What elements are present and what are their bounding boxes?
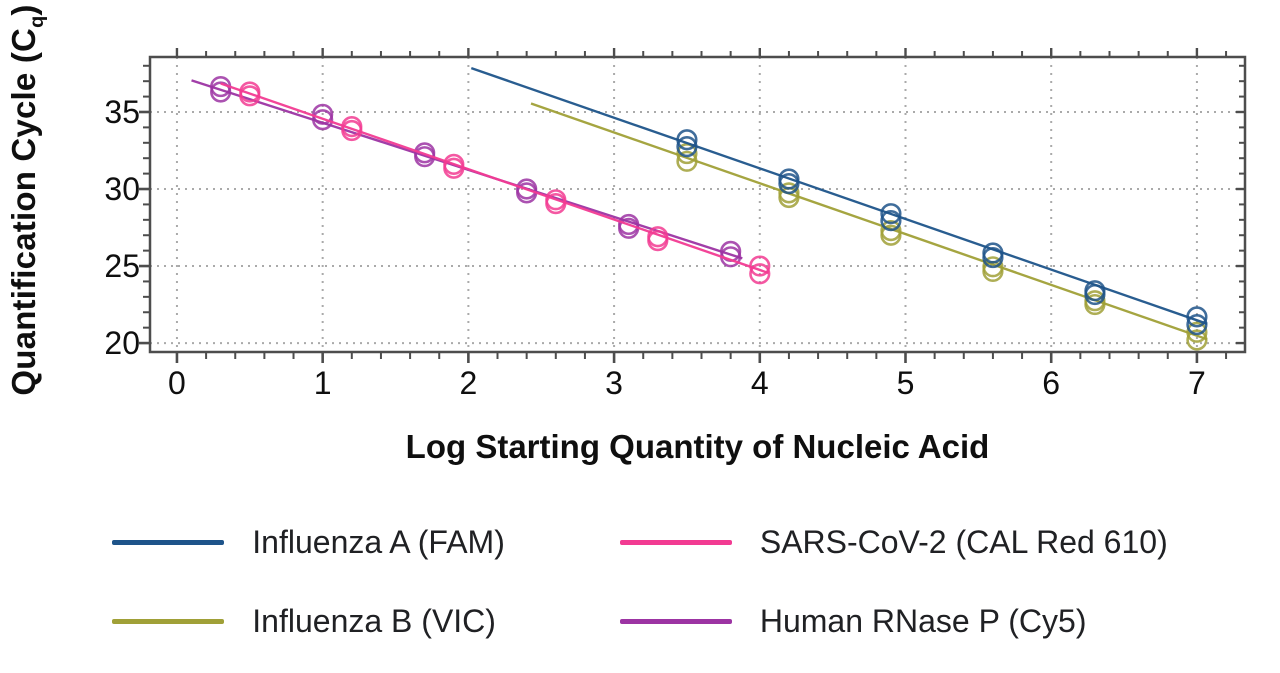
data-point[interactable] [341,119,363,142]
data-point[interactable] [749,255,771,277]
legend-swatch [619,540,732,545]
legend-item[interactable]: Influenza B (VIC) [112,603,505,640]
plot-frame [148,55,1247,354]
data-point[interactable] [778,173,800,195]
y-axis-title-subscript: q [25,15,48,28]
legend-label: Influenza A (FAM) [252,524,505,560]
y-tick-label: 25 [104,248,140,284]
trend-line [470,66,1208,325]
trend-line [220,82,769,275]
x-axis-title: Log Starting Quantity of Nucleic Acid [405,428,990,465]
data-point[interactable] [982,246,1004,269]
data-point[interactable] [676,129,698,151]
legend-swatch [112,540,225,545]
legend: Influenza A (FAM) SARS-CoV-2 (CAL Red 61… [0,524,1280,640]
data-point[interactable] [1084,283,1106,306]
data-point[interactable] [749,263,771,285]
x-tick-label: 3 [605,365,623,401]
plot-area: 0 1 2 3 4 5 6 7 20 25 30 35 [104,48,1247,401]
legend-swatch [112,619,225,624]
legend-swatch [619,619,732,624]
legend-item[interactable]: Human RNase P (Cy5) [619,603,1168,640]
data-point[interactable] [1186,329,1208,351]
y-tick-label: 20 [104,325,140,361]
data-point[interactable] [545,193,567,215]
data-point[interactable] [1186,306,1208,328]
trend-line [530,102,1208,341]
data-point[interactable] [880,203,902,225]
data-point[interactable] [312,109,334,131]
x-tick-label: 4 [751,365,769,401]
data-point[interactable] [676,150,698,172]
y-tick-label: 35 [104,94,140,130]
legend-label: SARS-CoV-2 (CAL Red 610) [759,524,1168,560]
x-tick-label: 2 [459,365,477,401]
x-tick-label: 6 [1042,365,1060,401]
data-point[interactable] [1186,321,1208,343]
data-point[interactable] [880,224,902,246]
data-point[interactable] [880,209,902,232]
y-axis-title: Quantification Cycle (Cq) [5,4,49,395]
x-tick-label: 0 [168,365,186,401]
legend-item[interactable]: SARS-CoV-2 (CAL Red 610) [619,524,1168,561]
legend-label: Influenza B (VIC) [252,603,496,639]
x-tick-label: 7 [1188,365,1206,401]
data-point[interactable] [676,136,698,158]
data-point[interactable] [982,242,1004,264]
y-axis-title-text: Quantification Cycle (C [5,27,43,396]
data-point[interactable] [443,157,465,179]
y-tick-label: 30 [104,171,140,207]
data-point[interactable] [647,230,669,252]
data-point[interactable] [210,81,232,103]
data-point[interactable] [1186,313,1208,336]
legend-label: Human RNase P (Cy5) [759,603,1087,639]
x-tick-label: 5 [897,365,915,401]
legend-item[interactable]: Influenza A (FAM) [112,524,505,561]
y-axis-title-close: ) [5,4,43,16]
data-point[interactable] [239,85,261,107]
data-point[interactable] [1084,293,1106,316]
x-tick-label: 1 [314,365,332,401]
